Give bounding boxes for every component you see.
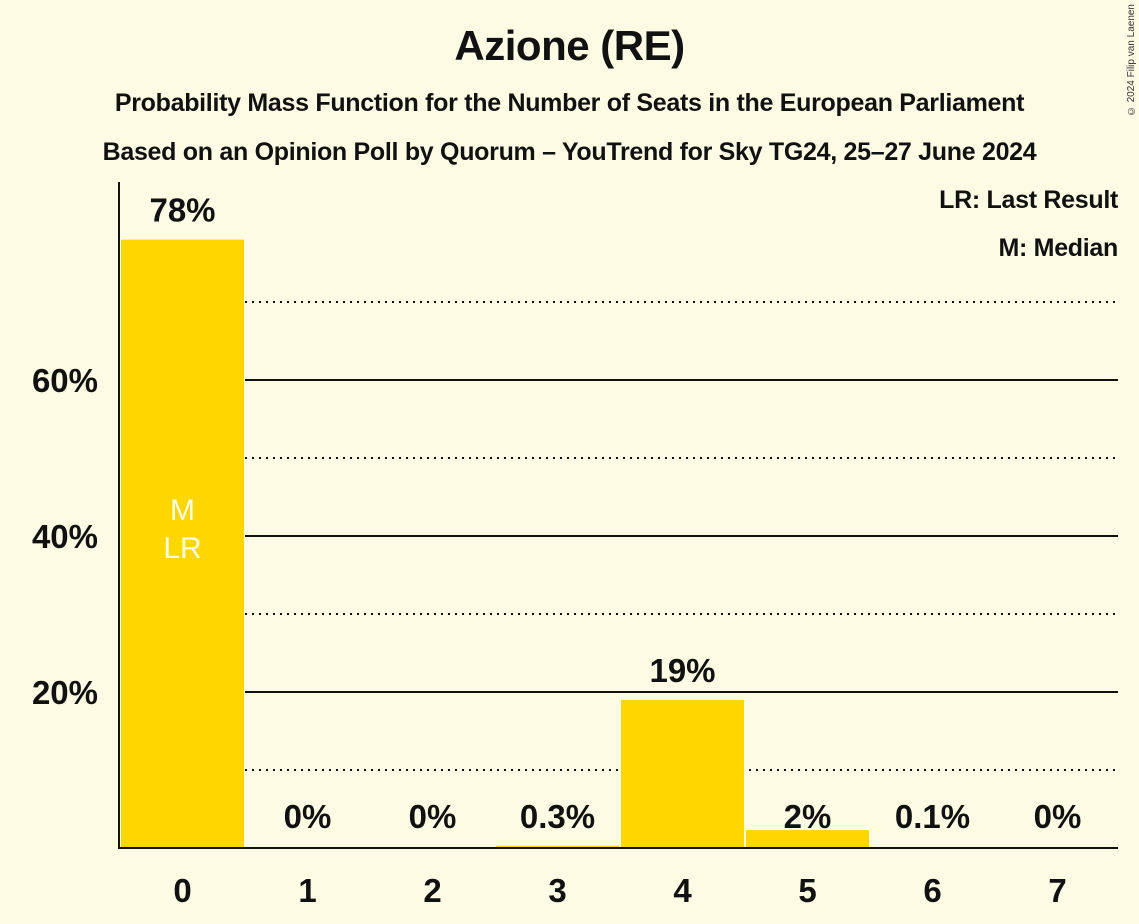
bar-seats-5 (746, 830, 869, 848)
x-tick-label: 5 (798, 872, 816, 909)
legend-last-result: LR: Last Result (939, 186, 1118, 214)
bar-value-label: 19% (649, 652, 715, 689)
chart-title: Azione (RE) (454, 22, 685, 69)
bar-value-label: 78% (149, 192, 215, 229)
bar-value-label: 0% (284, 798, 332, 835)
bar-value-label: 0.3% (520, 798, 595, 835)
bar-seats-4 (621, 699, 744, 848)
x-tick-label: 6 (923, 872, 941, 909)
x-tick-label: 0 (173, 872, 191, 909)
y-tick-label: 40% (32, 518, 98, 555)
x-tick-label: 4 (673, 872, 692, 909)
bar-marker-m: M (170, 494, 195, 527)
y-tick-label: 20% (32, 674, 98, 711)
chart-source-line: Based on an Opinion Poll by Quorum – You… (102, 138, 1037, 166)
bar-seats-0 (121, 239, 244, 849)
x-tick-label: 1 (298, 872, 316, 909)
legend-median: M: Median (998, 234, 1118, 262)
bar-value-label: 2% (784, 798, 832, 835)
x-tick-label: 2 (423, 872, 441, 909)
bar-value-label: 0% (409, 798, 457, 835)
bar-value-label: 0.1% (895, 798, 970, 835)
x-tick-label: 7 (1048, 872, 1066, 909)
bar-seats-3 (496, 845, 619, 848)
x-tick-label: 3 (548, 872, 566, 909)
bar-value-label: 0% (1034, 798, 1082, 835)
bar-marker-lr: LR (163, 532, 201, 565)
chart-subtitle: Probability Mass Function for the Number… (114, 89, 1025, 117)
y-tick-label: 60% (32, 362, 98, 399)
